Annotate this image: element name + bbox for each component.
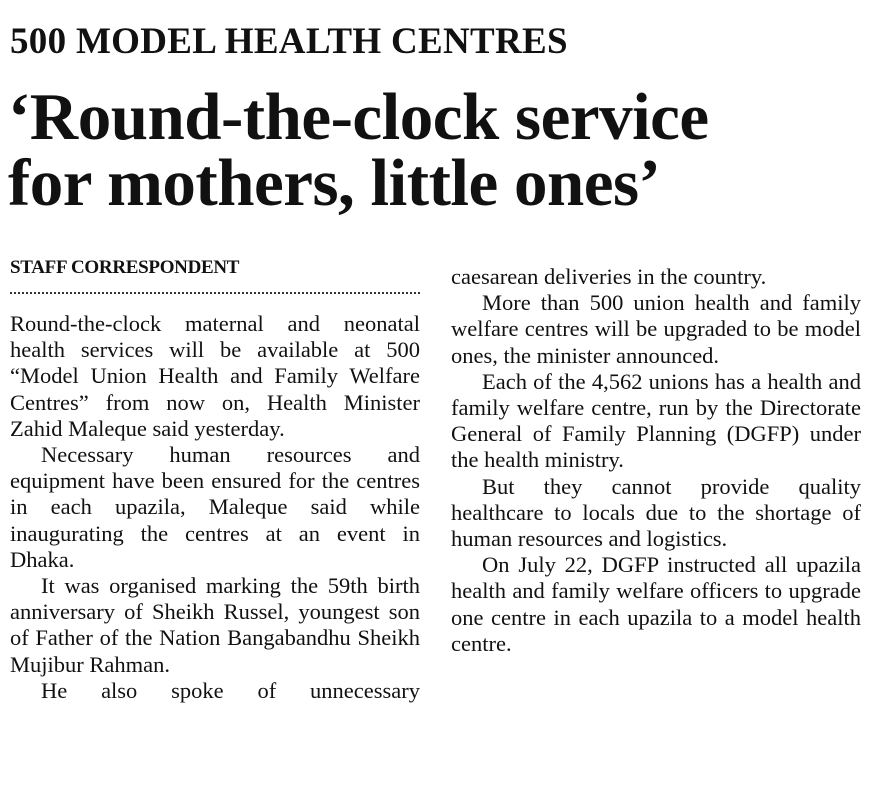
paragraph: More than 500 union health and family we… [451, 290, 861, 368]
paragraph: It was organised marking the 59th birth … [10, 573, 420, 677]
paragraph: Necessary human resources and equipment … [10, 442, 420, 572]
byline: STAFF CORRESPONDENT [10, 257, 240, 278]
headline-line-1: ‘Round-the-clock service [8, 80, 709, 154]
paragraph: But they cannot provide quality healthca… [451, 473, 861, 552]
paragraph: Each of the 4,562 unions has a health an… [451, 368, 861, 473]
dotted-divider [10, 292, 420, 294]
paragraph-continuation: caesarean deliveries in the country. [451, 264, 767, 289]
paragraph: Round-the-clock maternal and neonatal he… [10, 311, 420, 441]
headline: ‘Round-the-clock service for mothers, li… [8, 80, 868, 220]
paragraph: He also spoke of unnecessary [41, 677, 420, 703]
paragraph: On July 22, DGFP instructed all upazila … [451, 552, 861, 656]
kicker: 500 MODEL HEALTH CENTRES [10, 21, 568, 62]
column-1: Round-the-clock maternal and neonatal he… [10, 311, 420, 704]
column-2: caesarean deliveries in the country. Mor… [451, 264, 861, 657]
headline-line-2: for mothers, little ones’ [8, 146, 661, 220]
